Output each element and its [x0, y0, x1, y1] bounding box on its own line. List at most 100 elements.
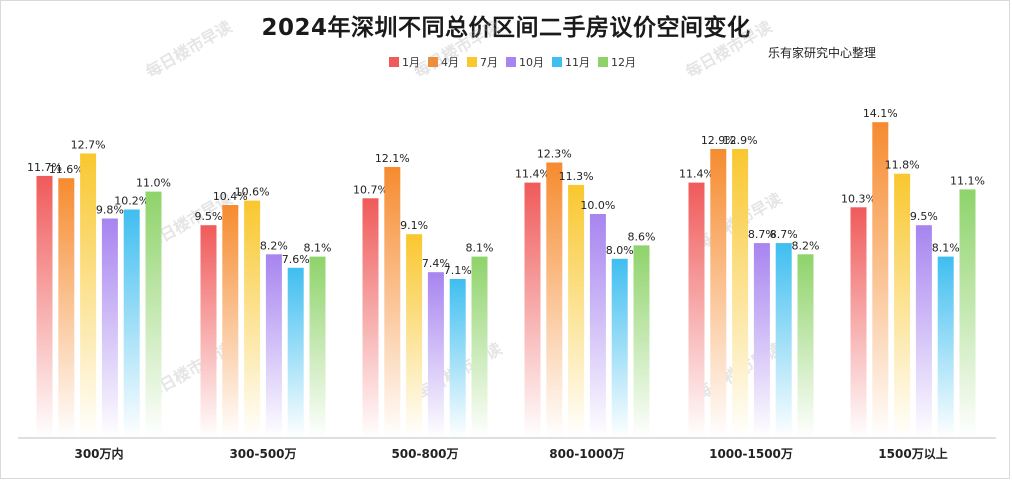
bar [449, 279, 466, 438]
bar [58, 178, 75, 438]
data-label: 12.7% [71, 139, 106, 152]
watermark-text: 每日楼市早读 [143, 17, 236, 81]
legend-swatch [467, 57, 477, 67]
bar [471, 256, 488, 438]
data-label: 8.1% [304, 242, 332, 255]
data-label: 11.1% [950, 174, 985, 187]
data-label: 9.5% [195, 210, 223, 223]
legend-label: 1月 [402, 56, 420, 69]
chart-title: 2024年深圳不同总价区间二手房议价空间变化 [261, 15, 751, 41]
data-label: 12.9% [723, 134, 758, 147]
data-label: 11.7% [27, 161, 62, 174]
category-label: 300万内 [74, 446, 123, 461]
watermark-text: 每日楼市早读 [411, 17, 504, 81]
bar [80, 153, 97, 438]
bar [524, 182, 541, 438]
legend-item: 12月 [598, 54, 636, 70]
bar [546, 162, 563, 438]
data-label: 12.3% [537, 148, 572, 161]
bar [36, 175, 53, 438]
bar [850, 207, 867, 438]
data-label: 8.1% [466, 242, 494, 255]
legend-label: 12月 [611, 56, 636, 69]
bar [775, 243, 792, 438]
data-label: 10.2% [114, 195, 149, 208]
legend-swatch [389, 57, 399, 67]
data-label: 14.1% [863, 107, 898, 120]
data-label: 8.7% [748, 228, 776, 241]
legend-label: 7月 [480, 56, 498, 69]
legend-item: 10月 [506, 54, 544, 70]
data-label: 10.0% [580, 199, 615, 212]
bar [894, 173, 911, 438]
bar [753, 243, 770, 438]
bar [101, 218, 118, 438]
legend-label: 10月 [519, 56, 544, 69]
data-label: 11.4% [515, 168, 550, 181]
watermark-text: 每日楼市早读 [683, 17, 776, 81]
bar [123, 209, 140, 438]
legend-swatch [598, 57, 608, 67]
data-label: 11.3% [559, 170, 594, 183]
data-label: 8.0% [606, 244, 634, 257]
legend-item: 7月 [467, 54, 498, 70]
data-label: 7.4% [422, 257, 450, 270]
bar [362, 198, 379, 438]
bar [915, 225, 932, 438]
data-label: 9.1% [400, 219, 428, 232]
legend-swatch [552, 57, 562, 67]
data-label: 7.6% [282, 253, 310, 266]
category-label: 1000-1500万 [709, 447, 793, 461]
legend-label: 11月 [565, 56, 590, 69]
bar [688, 182, 705, 438]
data-label: 9.5% [910, 210, 938, 223]
data-label: 12.1% [375, 152, 410, 165]
data-label: 11.8% [885, 159, 920, 172]
bar [200, 225, 217, 438]
legend-swatch [506, 57, 516, 67]
data-label: 12.9% [701, 134, 736, 147]
data-label: 8.6% [628, 230, 656, 243]
bar [384, 167, 401, 438]
bar [589, 214, 606, 438]
bar [872, 122, 889, 438]
data-label: 10.4% [213, 190, 248, 203]
data-label: 8.2% [260, 239, 288, 252]
bar [309, 256, 326, 438]
category-label: 800-1000万 [549, 447, 624, 461]
bar [568, 184, 585, 438]
bar [732, 149, 749, 438]
category-label: 1500万以上 [878, 446, 947, 461]
bar [287, 267, 304, 438]
bar [427, 272, 444, 438]
bar [611, 258, 628, 438]
data-label: 11.0% [136, 177, 171, 190]
bar [959, 189, 976, 438]
legend: 1月 4月 7月 10月 11月 12月 [389, 54, 636, 70]
legend-item: 4月 [428, 54, 459, 70]
legend-swatch [428, 57, 438, 67]
category-label: 500-800万 [391, 447, 458, 461]
bar [406, 234, 423, 438]
category-label: 300-500万 [229, 447, 296, 461]
bar [244, 200, 261, 438]
bar [633, 245, 650, 438]
data-label: 9.8% [96, 204, 124, 217]
data-label: 8.7% [770, 228, 798, 241]
data-label: 10.6% [235, 186, 270, 199]
data-label: 11.6% [49, 163, 84, 176]
bar [222, 205, 239, 438]
legend-item: 1月 [389, 54, 420, 70]
bar [710, 149, 727, 438]
data-label: 8.1% [932, 242, 960, 255]
bar [265, 254, 282, 438]
bar [797, 254, 814, 438]
data-label: 7.1% [444, 264, 472, 277]
bar [937, 256, 954, 438]
data-label: 10.7% [353, 183, 388, 196]
data-label: 8.2% [792, 239, 820, 252]
data-label: 11.4% [679, 168, 714, 181]
data-label: 10.3% [841, 192, 876, 205]
